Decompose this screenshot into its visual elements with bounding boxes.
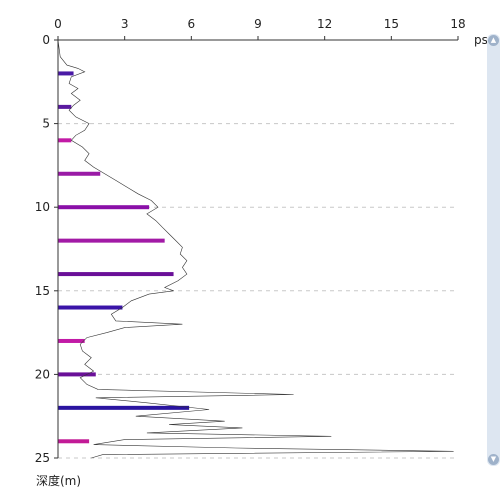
bar-series: [58, 71, 190, 444]
y-tick-label: 15: [35, 284, 50, 298]
y-tick-label: 25: [35, 451, 50, 465]
x-tick-label: 9: [254, 17, 262, 31]
y-tick-label: 10: [35, 200, 50, 214]
trace-line: [57, 39, 454, 459]
depth-bar: [58, 238, 165, 243]
y-tick-label: 0: [42, 33, 50, 47]
depth-bar: [58, 138, 72, 143]
depth-bar: [58, 305, 123, 310]
x-tick-label: 15: [384, 17, 399, 31]
y-tick-label: 5: [42, 117, 50, 131]
depth-bar: [58, 372, 96, 377]
x-tick-label: 0: [54, 17, 62, 31]
depth-bar: [58, 71, 74, 76]
vertical-scrollbar[interactable]: ▲ ▼: [487, 34, 500, 466]
depth-bar: [58, 104, 72, 109]
y-ticks: 0 5 10 15 20 25: [35, 33, 58, 465]
depth-bar: [58, 405, 190, 410]
x-tick-label: 12: [317, 17, 332, 31]
x-ticks: 0 3 6 9 12 15 18: [54, 17, 466, 40]
scroll-up-icon[interactable]: ▲: [488, 35, 499, 46]
depth-bar: [58, 439, 90, 444]
depth-bar: [58, 171, 101, 176]
depth-bar: [58, 205, 150, 210]
x-tick-label: 6: [188, 17, 196, 31]
depth-bar: [58, 272, 174, 277]
x-tick-label: 18: [450, 17, 465, 31]
scroll-down-icon[interactable]: ▼: [488, 454, 499, 465]
y-tick-label: 20: [35, 367, 50, 381]
depth-bar: [58, 338, 85, 343]
y-axis-label: 深度(m): [36, 473, 81, 488]
x-tick-label: 3: [121, 17, 129, 31]
